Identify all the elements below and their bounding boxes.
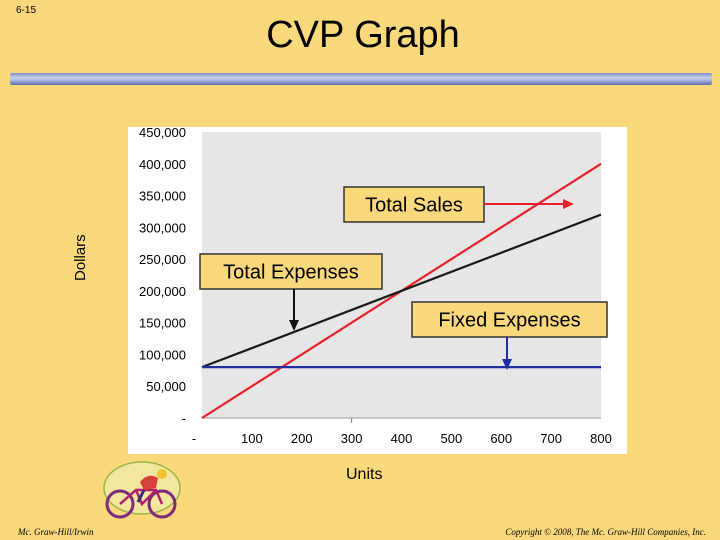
total-expenses-callout-box bbox=[199, 253, 383, 290]
x-tick-label: 100 bbox=[241, 431, 263, 446]
y-tick-label: - bbox=[182, 411, 186, 426]
y-tick-label: 350,000 bbox=[139, 189, 186, 204]
x-tick-label: 400 bbox=[391, 431, 413, 446]
x-tick-label: 500 bbox=[441, 431, 463, 446]
y-tick-label: 300,000 bbox=[139, 220, 186, 235]
x-axis-label: Units bbox=[346, 466, 383, 483]
sales-callout-label: Total Sales bbox=[365, 195, 463, 217]
x-tick-label: 800 bbox=[590, 431, 612, 446]
chart-series bbox=[201, 162, 602, 419]
expenses-arrow-head bbox=[289, 320, 299, 331]
y-tick-label: 100,000 bbox=[139, 347, 186, 362]
x-tick-label: 200 bbox=[291, 431, 313, 446]
sales-callout-box bbox=[343, 186, 485, 223]
title-divider bbox=[10, 73, 712, 85]
y-axis-label: Dollars bbox=[72, 234, 89, 281]
sales-arrow-head bbox=[563, 199, 574, 209]
y-tick-label: 250,000 bbox=[139, 252, 186, 267]
fixed-expenses-callout-label: Fixed Expenses bbox=[438, 310, 580, 332]
y-tick-label: 400,000 bbox=[139, 157, 186, 172]
fixed-expenses-callout-box bbox=[411, 301, 608, 338]
cyclist-icon bbox=[103, 461, 181, 519]
total-expenses-line bbox=[201, 213, 602, 369]
slide-number: 6-15 bbox=[16, 5, 37, 16]
x-tick-label: 300 bbox=[341, 431, 363, 446]
y-tick-label: 150,000 bbox=[139, 316, 186, 331]
page-title-text: CVP Graph bbox=[266, 14, 460, 56]
x-tick-label: 600 bbox=[490, 431, 512, 446]
x-tick-label: - bbox=[192, 431, 196, 446]
x-axis-ticks: - 100 200 300 400 500 600 700 800 bbox=[192, 418, 612, 446]
y-tick-label: 450,000 bbox=[139, 125, 186, 140]
total-expenses-callout-label: Total Expenses bbox=[223, 262, 359, 284]
y-tick-label: 200,000 bbox=[139, 284, 186, 299]
y-tick-label: 50,000 bbox=[146, 379, 186, 394]
footer-copyright: Copyright © 2008, The Mc. Graw-Hill Comp… bbox=[505, 527, 706, 537]
fixed-arrow-head bbox=[502, 359, 512, 370]
y-axis-ticks: - 50,000 100,000 150,000 200,000 250,000 300,0… bbox=[139, 125, 186, 426]
chart-callouts: Total Sales Total Expenses Fixed Expenses bbox=[199, 186, 608, 370]
x-tick-label: 700 bbox=[540, 431, 562, 446]
page-title: CVP Graph bbox=[0, 14, 720, 57]
footer-publisher: Mc. Graw-Hill/Irwin bbox=[18, 527, 94, 537]
